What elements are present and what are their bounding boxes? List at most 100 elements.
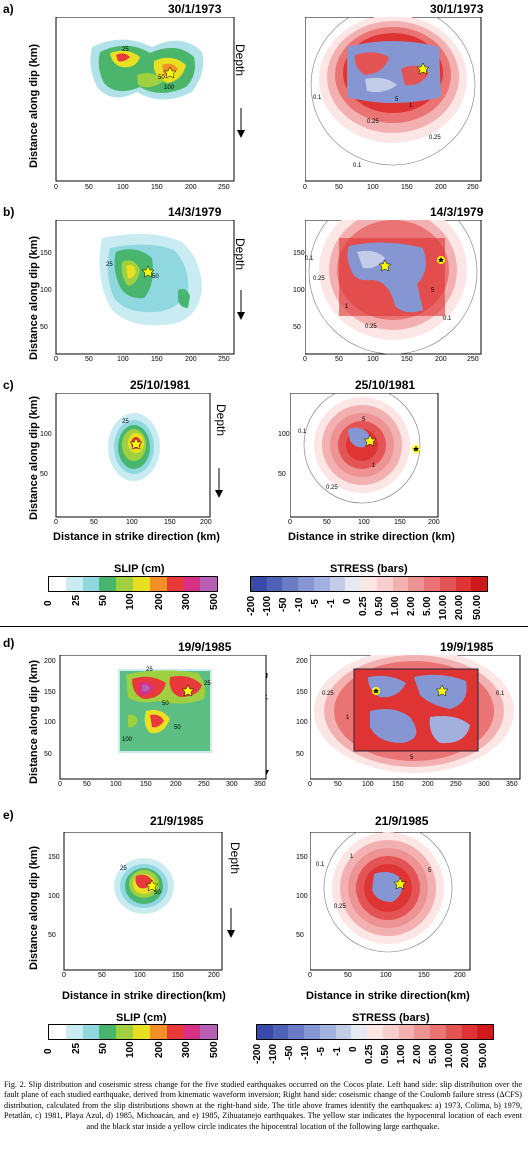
figure-caption: Fig. 2. Slip distribution and coseismic … (4, 1080, 522, 1131)
xtick: 150 (392, 781, 404, 788)
slip-colorbar-2 (48, 1024, 218, 1040)
xtick: 100 (367, 184, 379, 191)
xtick: 300 (226, 781, 238, 788)
slip-tick: 500 (209, 593, 220, 610)
ytick: 50 (296, 932, 304, 939)
panel-d-stress-contour-025: 0.25 (322, 691, 334, 697)
slip-tick: 500 (209, 1041, 220, 1058)
ytick: 150 (293, 250, 305, 257)
panel-e-stress-contour-5: 5 (428, 868, 432, 874)
xtick: 100 (126, 519, 138, 526)
panel-c-stress-hypocenter-star (363, 434, 377, 447)
panel-a-depth-arrow (237, 108, 245, 138)
stress-colorbar (250, 576, 488, 592)
panel-b-yticks: 50 100 150 (40, 234, 54, 354)
ytick: 50 (293, 324, 301, 331)
panel-b-stress-contour-025: 0.25 (313, 276, 325, 282)
xtick: 150 (140, 781, 152, 788)
panel-b-stress-contour-01: 0.1 (305, 256, 314, 262)
xtick: 100 (362, 781, 374, 788)
stress-tick: -200 (246, 595, 257, 616)
stress-swatch (461, 1025, 478, 1039)
slip-tick: 25 (71, 594, 82, 606)
xtick: 50 (344, 972, 352, 979)
panel-e-hypocenter-star (145, 879, 159, 892)
ytick: 100 (40, 287, 52, 294)
stress-colorbar-ticks: -200 -100 -50 -10 -5 -1 0 0.25 0.50 1.00… (246, 592, 490, 622)
panel-e-stress-contour-025: 0.25 (334, 904, 346, 910)
stress-swatch (257, 1025, 273, 1039)
panel-e-stress-date: 21/9/1985 (375, 814, 429, 828)
stress-tick: 20.00 (460, 1042, 471, 1068)
slip-tick: 100 (125, 593, 136, 610)
panel-a-slip-map: 25 50 100 (55, 17, 235, 182)
slip-colorbar (48, 576, 218, 592)
panel-c-slip-contour-25: 25 (122, 419, 129, 425)
ytick: 50 (40, 471, 48, 478)
slip-swatch (166, 577, 184, 591)
panel-c-depth-arrow (215, 468, 223, 498)
panel-b-stress-xticks: 0 50 100 150 200 250 (303, 356, 483, 366)
slip-swatch (116, 1025, 133, 1039)
slip-swatch (65, 577, 83, 591)
panel-b-ylabel: Distance along dip (km) (28, 235, 40, 360)
stress-swatch (392, 577, 409, 591)
panel-d-slip-contour-50: 50 (162, 701, 169, 707)
ytick: 100 (40, 431, 52, 438)
ytick: 50 (296, 751, 304, 758)
xtick: 200 (428, 519, 440, 526)
slip-swatch (82, 577, 100, 591)
xtick: 50 (85, 184, 93, 191)
panel-e-ylabel: Distance along dip (km) (28, 845, 40, 970)
stress-swatch (361, 577, 377, 591)
panel-d-yticks: 50 100 150 200 (44, 655, 58, 780)
stress-tick: -1 (326, 599, 337, 608)
stress-swatch (455, 577, 472, 591)
stress-tick: -5 (316, 1047, 327, 1056)
slip-swatch (200, 1025, 217, 1039)
slip-swatch (132, 1025, 150, 1039)
stress-tick: -100 (268, 1043, 279, 1064)
stress-tick: 0.50 (380, 1044, 391, 1064)
panel-c-stress-map: 0.1 0.25 1 5 (290, 393, 439, 518)
ytick: 150 (296, 854, 308, 861)
stress-tick: -50 (278, 597, 289, 612)
ytick: 100 (293, 287, 305, 294)
panel-a-stress-map: 0.25 0.1 1 5 0.25 0.1 (305, 17, 482, 182)
panel-c-stress-date: 25/10/1981 (355, 378, 416, 392)
panel-c-stress-xlabel: Distance in strike direction (km) (288, 531, 455, 543)
stress-tick: -200 (252, 1043, 263, 1064)
xtick: 50 (83, 781, 91, 788)
stress-tick: 5.00 (422, 596, 433, 616)
stress-swatch (345, 577, 362, 591)
ytick: 100 (296, 893, 308, 900)
panel-c-stress-xticks: 0 50 100 150 200 (288, 519, 440, 529)
panel-d-stress-hypocenter-star (435, 684, 449, 697)
stress-tick: 50.00 (478, 1042, 489, 1068)
panel-b-depth-arrow (237, 290, 245, 320)
stress-colorbar-ticks-2: -200 -100 -50 -10 -5 -1 0 0.25 0.50 1.00… (252, 1040, 496, 1070)
panel-c-depth-label: Depth (214, 404, 228, 437)
slip-tick: 200 (154, 1041, 165, 1058)
panel-d-stress-contour-1: 1 (346, 715, 350, 721)
stress-swatch (282, 577, 299, 591)
stress-tick: 20.00 (454, 594, 465, 620)
panel-d-stress-map: 0.25 0.1 1 5 (310, 655, 521, 780)
xtick: 100 (358, 519, 370, 526)
xtick: 100 (117, 356, 129, 363)
panel-b-stress-contour-5: 5 (431, 288, 435, 294)
ytick: 50 (44, 751, 52, 758)
slip-tick: 50 (98, 594, 109, 606)
slip-colorbar-title-2: SLIP (cm) (116, 1012, 167, 1024)
panel-c-stress-contour-025: 0.25 (326, 485, 338, 491)
xtick: 50 (85, 356, 93, 363)
stress-tick: 0.50 (374, 596, 385, 616)
stress-swatch (319, 1025, 336, 1039)
xtick: 100 (367, 356, 379, 363)
xtick: 150 (164, 519, 176, 526)
slip-swatch (99, 1025, 117, 1039)
stress-swatch (288, 1025, 305, 1039)
xtick: 0 (58, 781, 62, 788)
panel-b-stress-date: 14/3/1979 (430, 205, 484, 219)
ytick: 100 (278, 431, 290, 438)
